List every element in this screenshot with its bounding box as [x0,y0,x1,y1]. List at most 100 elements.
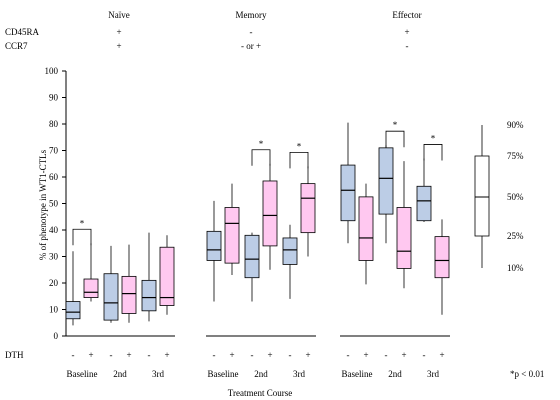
significance-bracket: * [289,141,309,169]
legend-percentile-label: 25% [507,231,524,241]
percentile-legend: 90% 75% 50% 25% 10% [474,120,524,273]
dth-symbol: + [164,350,169,360]
dth-symbol: - [385,350,388,360]
dth-symbol: + [439,350,444,360]
y-tick-label: 40 [49,225,59,235]
box-body [159,246,175,306]
group-cd45ra-value: + [116,27,121,37]
box-body [206,230,222,261]
y-tick-label: 90 [49,93,59,103]
bracket-line [385,130,405,148]
legend-percentile-label: 75% [507,151,524,161]
significance-bracket: * [72,218,92,246]
significance-bracket: * [251,139,271,166]
dth-symbol: - [148,350,151,360]
dth-symbol: - [289,350,292,360]
box-body [65,301,81,320]
significance-bracket: * [385,120,405,148]
timepoint-label: 2nd [254,369,268,379]
legend-percentile-label: 10% [507,263,524,273]
significance-star: * [431,133,436,143]
timepoint-label: 3rd [152,369,164,379]
bracket-line [72,228,92,246]
box-nave-3rd-pos [159,235,175,315]
box-body [340,164,356,222]
significance-star: * [80,218,85,228]
y-tick-label: 20 [49,278,59,288]
y-tick-label: 70 [49,146,59,156]
box-body [262,180,278,247]
dth-symbol: - [72,350,75,360]
group-ccr7-value: - or + [241,41,261,51]
significance-star: * [297,141,302,151]
group-title: Memory [236,10,267,20]
dth-symbol: + [305,350,310,360]
box-memory-2nd-neg [244,232,260,302]
bracket-line [289,151,309,169]
dth-symbol: + [401,350,406,360]
phenotype-header: CD45RA CCR7 Naïve + + Memory - - or + Effector + - [5,10,422,51]
box-memory-3rd-neg [282,224,298,299]
ccr7-label: CCR7 [5,41,28,51]
box-effector-baseline-neg [340,122,356,244]
box-nave-baseline-neg [65,251,81,326]
box-effector-3rd-pos [434,219,450,315]
cd45ra-label: CD45RA [5,27,40,37]
dth-symbol: - [110,350,113,360]
box-body [434,236,450,279]
box-body [358,196,374,261]
box-body [83,278,99,298]
box-effector-baseline-pos [358,183,374,285]
dth-symbol: - [347,350,350,360]
box-nave-3rd-neg [141,232,157,322]
significance-star: * [259,139,264,149]
box-effector-2nd-pos [396,161,412,289]
group-title: Effector [392,10,421,20]
timepoint-label: 2nd [113,369,127,379]
box-memory-2nd-pos [262,163,278,270]
group-cd45ra-value: + [404,27,409,37]
box-nave-baseline-pos [83,243,99,302]
box-body [244,234,260,279]
legend-box [474,155,490,237]
box-body [121,275,137,314]
box-nave-2nd-neg [103,245,119,323]
timepoint-label: 3rd [293,369,305,379]
box-memory-baseline-pos [224,183,240,276]
footnote: *p < 0.01 [510,369,544,379]
x-axis-label: Treatment Course [228,388,292,398]
dth-symbol: - [251,350,254,360]
box-body [300,183,316,234]
y-tick-label: 0 [54,331,59,341]
box-memory-3rd-pos [300,166,316,257]
timepoint-label: 3rd [427,369,439,379]
timepoint-label: Baseline [208,369,239,379]
timepoint-label: 2nd [388,369,402,379]
y-tick-label: 100 [45,66,59,76]
dth-label: DTH [5,350,24,360]
significance-bracket: * [423,133,443,161]
bracket-line [251,149,271,166]
group-ccr7-value: + [116,41,121,51]
y-tick-label: 10 [49,305,59,315]
dth-symbol: + [88,350,93,360]
group-ccr7-value: - [406,41,409,51]
y-tick-label: 60 [49,172,59,182]
y-axis-label: % of phenotype in WT1-CTLs [38,149,48,260]
dth-symbol: + [267,350,272,360]
box-body [378,147,394,215]
group-cd45ra-value: - [250,27,253,37]
box-effector-2nd-neg [378,145,394,244]
dth-symbol: + [126,350,131,360]
legend-percentile-label: 50% [507,192,524,202]
y-tick-label: 50 [49,199,59,209]
box-body [103,273,119,321]
legend-percentile-label: 90% [507,120,524,130]
box-memory-baseline-neg [206,200,222,302]
box-body [141,279,157,312]
box-series [65,122,450,326]
dth-symbol: - [213,350,216,360]
significance-star: * [393,120,398,130]
dth-symbol: - [423,350,426,360]
axes: 0 10 20 30 40 50 60 70 80 90 100 % of phenotype in … [38,66,450,341]
